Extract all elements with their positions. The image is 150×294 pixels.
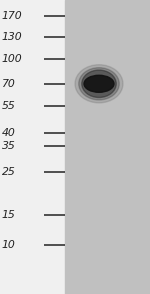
- Text: 35: 35: [2, 141, 15, 151]
- Text: 40: 40: [2, 128, 15, 138]
- Ellipse shape: [84, 75, 114, 92]
- Text: 70: 70: [2, 79, 15, 89]
- Text: 100: 100: [2, 54, 22, 64]
- Ellipse shape: [75, 65, 123, 103]
- Text: 170: 170: [2, 11, 22, 21]
- Text: 10: 10: [2, 240, 15, 250]
- Bar: [0, 0, 64, 294]
- Text: 15: 15: [2, 210, 15, 220]
- Bar: [64, 0, 150, 294]
- Ellipse shape: [82, 70, 116, 98]
- Text: 55: 55: [2, 101, 15, 111]
- Text: 130: 130: [2, 32, 22, 42]
- Ellipse shape: [79, 68, 119, 100]
- Text: 25: 25: [2, 167, 15, 177]
